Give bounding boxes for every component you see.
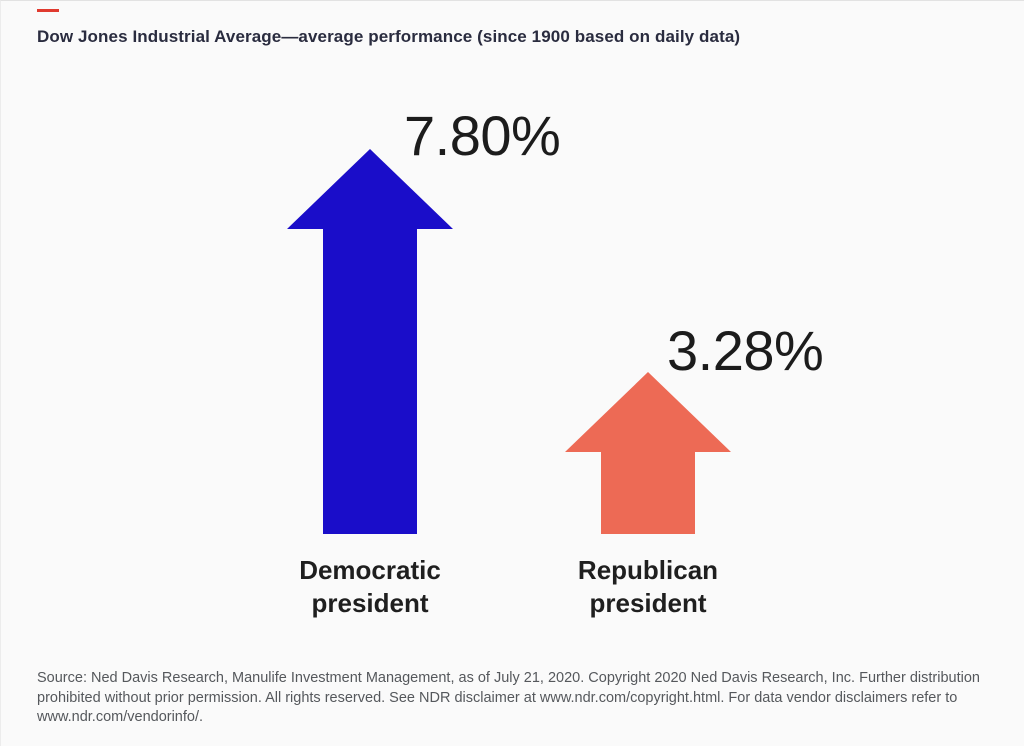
- source-line: Source: Ned Davis Research, Manulife Inv…: [37, 670, 980, 686]
- republican-category-label: Republican president: [538, 554, 758, 620]
- republican-arrow-group: [565, 372, 731, 534]
- source-line: www.ndr.com/vendorinfo/.: [37, 709, 204, 725]
- republican-up-arrow: [565, 372, 731, 534]
- democratic-label-line1: Democratic: [299, 555, 441, 585]
- republican-label-line2: president: [589, 588, 707, 618]
- brand-accent-dash: [37, 9, 59, 12]
- republican-label-line1: Republican: [577, 555, 719, 585]
- democratic-up-arrow: [287, 149, 453, 534]
- chart-title: Dow Jones Industrial Average—average per…: [37, 27, 741, 46]
- democratic-arrow-group: [287, 149, 453, 534]
- republican-value-label: 3.28%: [667, 319, 824, 382]
- democratic-value-label: 7.80%: [404, 104, 561, 167]
- source-disclaimer: Source: Ned Davis Research, Manulife Inv…: [37, 669, 997, 728]
- democratic-label-line2: president: [311, 588, 429, 618]
- democratic-category-label: Democratic president: [260, 554, 480, 620]
- source-line: prohibited without prior permission. All…: [37, 689, 958, 706]
